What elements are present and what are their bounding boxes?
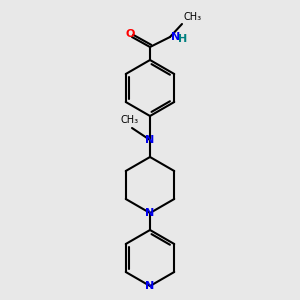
Text: N: N xyxy=(146,208,154,218)
Text: O: O xyxy=(125,29,135,39)
Text: CH₃: CH₃ xyxy=(184,12,202,22)
Text: H: H xyxy=(178,34,187,44)
Text: N: N xyxy=(146,135,154,145)
Text: CH₃: CH₃ xyxy=(121,115,139,125)
Text: N: N xyxy=(171,32,180,42)
Text: N: N xyxy=(146,281,154,291)
